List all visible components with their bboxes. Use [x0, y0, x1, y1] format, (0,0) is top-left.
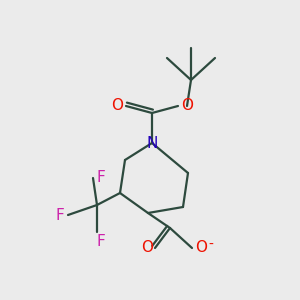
Text: O: O — [141, 241, 153, 256]
Text: F: F — [97, 233, 105, 248]
Text: O: O — [111, 98, 123, 113]
Text: O: O — [195, 239, 207, 254]
Text: -: - — [208, 238, 213, 252]
Text: N: N — [146, 136, 158, 151]
Text: F: F — [56, 208, 64, 223]
Text: O: O — [181, 98, 193, 113]
Text: F: F — [97, 169, 105, 184]
